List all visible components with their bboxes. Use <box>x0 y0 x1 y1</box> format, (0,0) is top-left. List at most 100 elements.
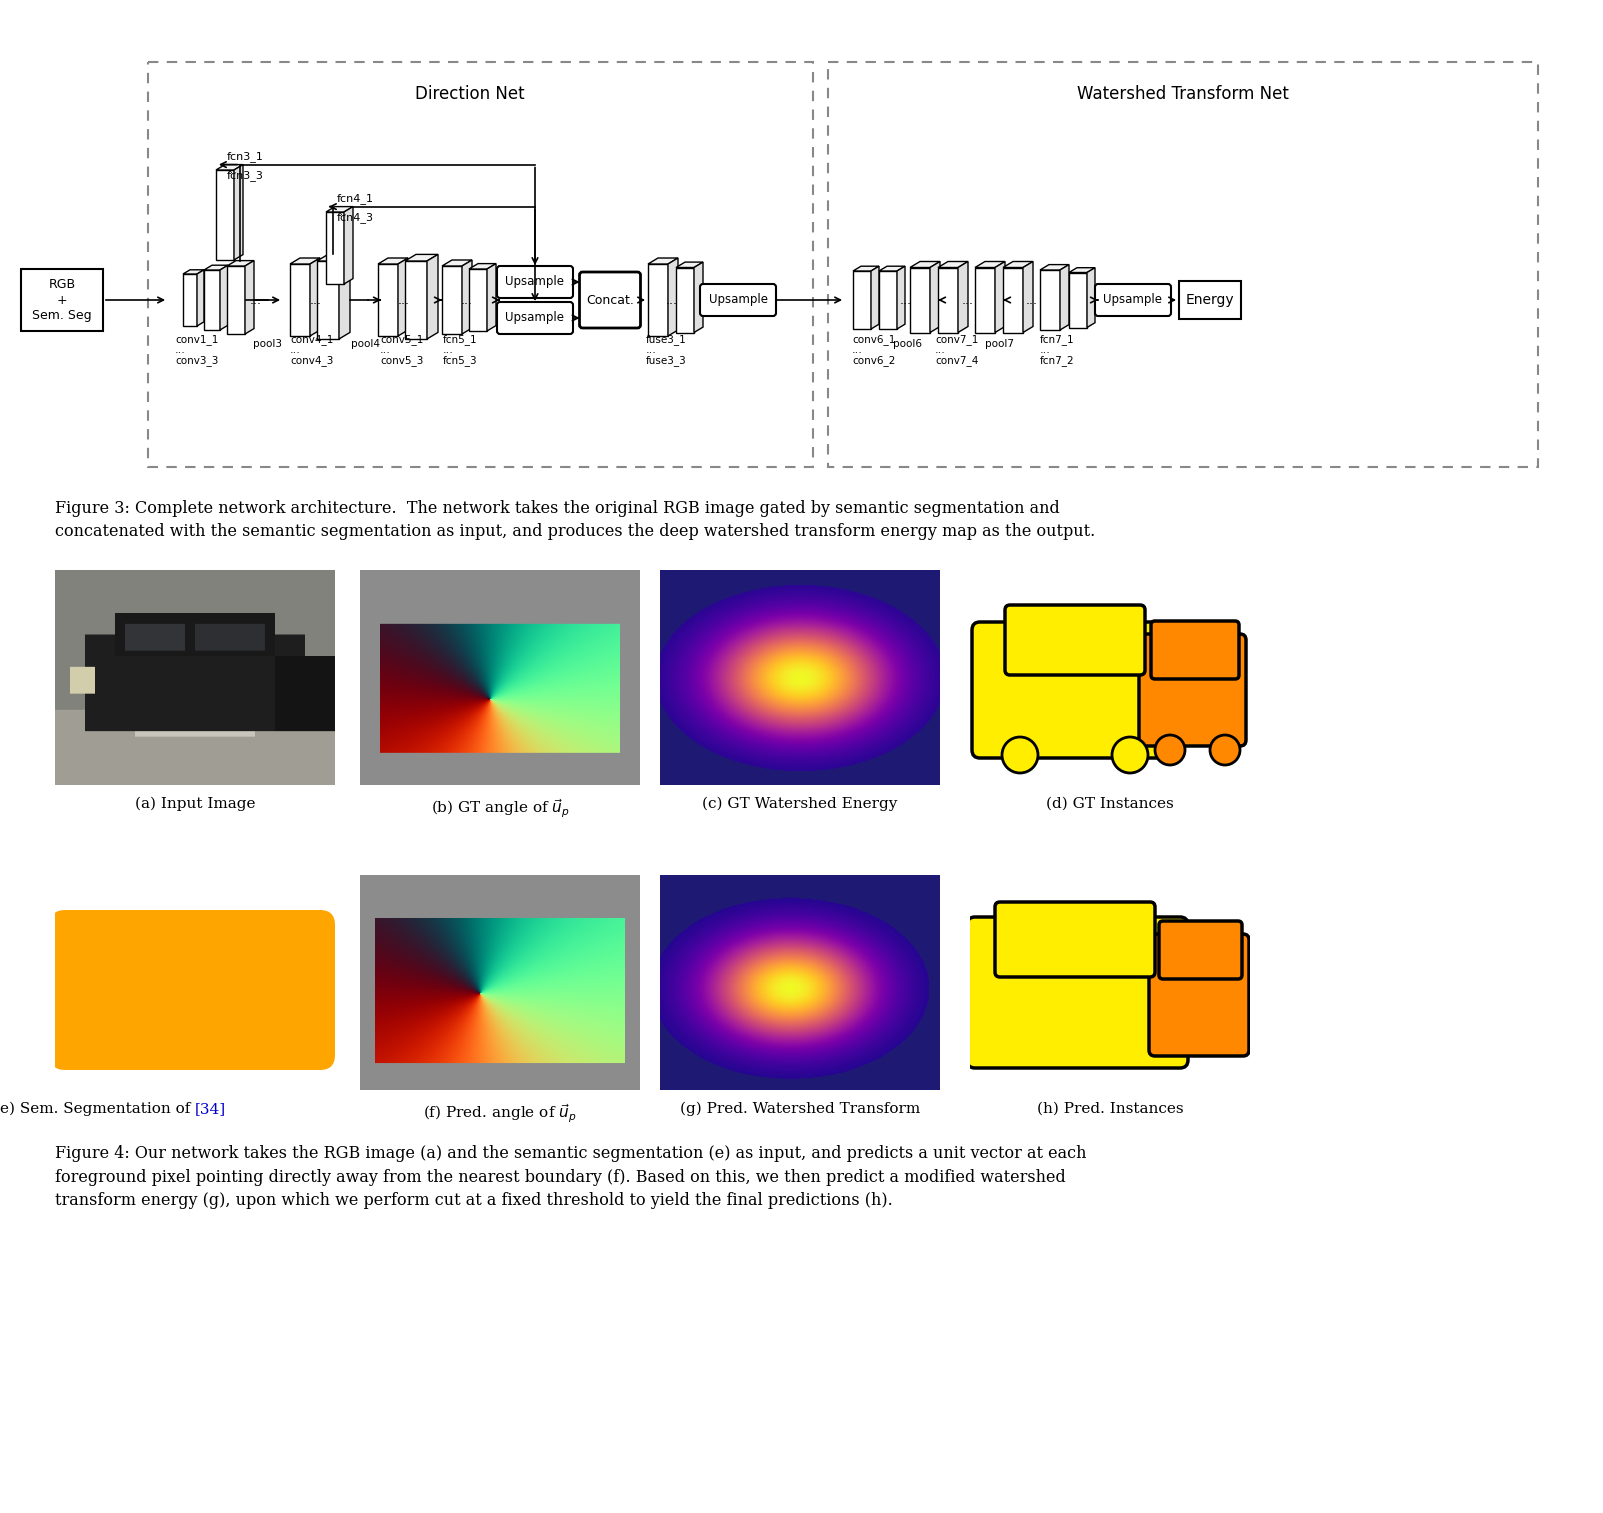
Polygon shape <box>234 165 244 260</box>
Polygon shape <box>462 260 471 334</box>
Text: fcn7_1: fcn7_1 <box>1040 334 1074 345</box>
Text: ...: ... <box>398 294 410 307</box>
Text: (h) Pred. Instances: (h) Pred. Instances <box>1037 1101 1183 1117</box>
Polygon shape <box>228 266 245 334</box>
Text: fcn3_3: fcn3_3 <box>228 169 264 180</box>
Text: conv4_3: conv4_3 <box>290 356 333 366</box>
Text: fcn4_3: fcn4_3 <box>337 212 373 222</box>
Text: ...: ... <box>442 345 454 356</box>
Polygon shape <box>648 259 678 263</box>
Polygon shape <box>694 262 704 333</box>
Text: (d) GT Instances: (d) GT Instances <box>1047 797 1173 811</box>
Polygon shape <box>317 254 349 262</box>
Text: fuse3_1: fuse3_1 <box>646 334 686 345</box>
Polygon shape <box>870 266 878 328</box>
Polygon shape <box>1069 272 1087 327</box>
Text: (b) GT angle of $\vec{u}_p$: (b) GT angle of $\vec{u}_p$ <box>431 797 569 820</box>
Text: ...: ... <box>962 294 975 307</box>
Polygon shape <box>325 212 345 284</box>
Text: Energy: Energy <box>1186 294 1234 307</box>
Text: fcn5_3: fcn5_3 <box>442 356 478 366</box>
Text: conv5_3: conv5_3 <box>380 356 423 366</box>
Text: conv7_4: conv7_4 <box>935 356 978 366</box>
Polygon shape <box>197 269 204 325</box>
Polygon shape <box>1040 265 1069 269</box>
Text: Upsample: Upsample <box>1103 294 1162 307</box>
Polygon shape <box>676 262 704 268</box>
Text: fcn4_1: fcn4_1 <box>337 192 373 204</box>
Polygon shape <box>378 259 409 263</box>
Text: (g) Pred. Watershed Transform: (g) Pred. Watershed Transform <box>680 1101 920 1117</box>
Bar <box>1178 281 1241 319</box>
FancyBboxPatch shape <box>971 622 1183 758</box>
Polygon shape <box>1087 268 1095 327</box>
Polygon shape <box>878 266 906 271</box>
Text: pool3: pool3 <box>253 339 282 350</box>
Text: conv7_1: conv7_1 <box>935 334 978 345</box>
Circle shape <box>1210 735 1241 766</box>
Polygon shape <box>853 266 878 271</box>
Polygon shape <box>183 269 204 274</box>
Text: ...: ... <box>309 294 322 307</box>
Text: ...: ... <box>290 345 301 356</box>
Polygon shape <box>216 165 244 169</box>
Circle shape <box>1112 737 1148 773</box>
Polygon shape <box>338 254 349 339</box>
Text: (f) Pred. angle of $\vec{u}_p$: (f) Pred. angle of $\vec{u}_p$ <box>423 1101 577 1124</box>
Text: Upsample: Upsample <box>505 275 564 289</box>
FancyBboxPatch shape <box>50 909 335 1070</box>
FancyBboxPatch shape <box>580 272 641 328</box>
Text: ...: ... <box>380 345 391 356</box>
Polygon shape <box>911 262 939 268</box>
Polygon shape <box>290 259 321 263</box>
Text: ...: ... <box>899 294 912 307</box>
Circle shape <box>1156 735 1185 766</box>
FancyBboxPatch shape <box>1140 634 1246 746</box>
Text: Watershed Transform Net: Watershed Transform Net <box>1077 85 1289 103</box>
Polygon shape <box>204 269 220 330</box>
Polygon shape <box>959 262 968 333</box>
Polygon shape <box>938 268 959 333</box>
FancyBboxPatch shape <box>995 902 1156 977</box>
Polygon shape <box>975 262 1005 268</box>
Polygon shape <box>995 262 1005 333</box>
Polygon shape <box>1069 268 1095 272</box>
Text: (e) Sem. Segmentation of: (e) Sem. Segmentation of <box>0 1101 196 1117</box>
FancyBboxPatch shape <box>497 303 572 334</box>
Polygon shape <box>470 269 487 331</box>
Polygon shape <box>1060 265 1069 330</box>
FancyBboxPatch shape <box>701 284 776 316</box>
Text: conv5_1: conv5_1 <box>380 334 423 345</box>
Text: Concat.: Concat. <box>587 294 633 307</box>
Text: Figure 3: Complete network architecture.  The network takes the original RGB ima: Figure 3: Complete network architecture.… <box>55 499 1095 540</box>
Polygon shape <box>228 260 253 266</box>
FancyBboxPatch shape <box>497 266 572 298</box>
Text: pool7: pool7 <box>986 339 1015 350</box>
Polygon shape <box>442 266 462 334</box>
Polygon shape <box>975 268 995 333</box>
Bar <box>21 269 103 331</box>
FancyBboxPatch shape <box>1159 921 1242 979</box>
Polygon shape <box>378 263 398 336</box>
Text: ...: ... <box>228 165 237 174</box>
Polygon shape <box>216 169 234 260</box>
Polygon shape <box>938 262 968 268</box>
Text: Direction Net: Direction Net <box>415 85 524 103</box>
FancyBboxPatch shape <box>967 917 1188 1068</box>
Polygon shape <box>317 262 338 339</box>
Text: ...: ... <box>646 345 657 356</box>
Text: ...: ... <box>665 294 678 307</box>
Text: ...: ... <box>462 294 473 307</box>
Polygon shape <box>487 263 495 331</box>
Polygon shape <box>1003 268 1023 333</box>
Text: fuse3_3: fuse3_3 <box>646 356 686 366</box>
Text: (c) GT Watershed Energy: (c) GT Watershed Energy <box>702 797 898 811</box>
Circle shape <box>1002 737 1039 773</box>
FancyBboxPatch shape <box>1005 605 1145 675</box>
Polygon shape <box>1023 262 1032 333</box>
Polygon shape <box>406 254 438 262</box>
Polygon shape <box>911 268 930 333</box>
Text: Upsample: Upsample <box>709 294 768 307</box>
FancyBboxPatch shape <box>1095 284 1172 316</box>
Text: conv4_1: conv4_1 <box>290 334 333 345</box>
